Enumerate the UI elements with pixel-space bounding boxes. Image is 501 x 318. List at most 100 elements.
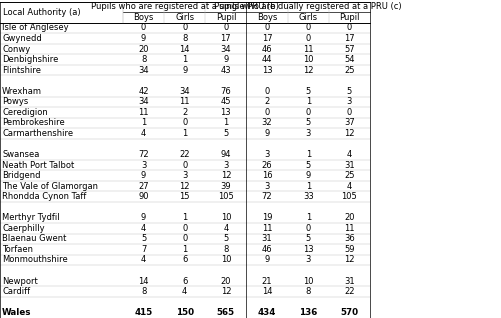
Text: 565: 565	[216, 308, 234, 317]
Text: Carmarthenshire: Carmarthenshire	[2, 129, 73, 138]
Text: 14: 14	[138, 277, 148, 286]
Text: 34: 34	[138, 66, 149, 75]
Text: 136: 136	[299, 308, 317, 317]
Text: 11: 11	[344, 224, 354, 233]
Text: 5: 5	[305, 87, 310, 96]
Text: Boys: Boys	[257, 13, 277, 22]
Text: 25: 25	[344, 171, 354, 180]
Text: 6: 6	[182, 277, 187, 286]
Text: 0: 0	[182, 224, 187, 233]
Text: 36: 36	[343, 234, 354, 243]
Text: 59: 59	[344, 245, 354, 254]
Text: 5: 5	[305, 118, 310, 128]
Text: 27: 27	[138, 182, 149, 191]
Text: Wales: Wales	[2, 308, 32, 317]
Text: 31: 31	[343, 161, 354, 169]
Text: 9: 9	[305, 171, 310, 180]
Text: 3: 3	[305, 255, 310, 265]
Text: 22: 22	[344, 287, 354, 296]
Text: 4: 4	[141, 129, 146, 138]
Text: 13: 13	[302, 245, 313, 254]
Text: 31: 31	[343, 277, 354, 286]
Text: 25: 25	[344, 66, 354, 75]
Text: Girls: Girls	[298, 13, 317, 22]
Text: 105: 105	[217, 192, 233, 201]
Text: 0: 0	[305, 24, 310, 32]
Text: 34: 34	[179, 87, 190, 96]
Text: Boys: Boys	[133, 13, 153, 22]
Text: Flintshire: Flintshire	[2, 66, 41, 75]
Text: 9: 9	[182, 66, 187, 75]
Text: 7: 7	[141, 245, 146, 254]
Text: 0: 0	[346, 24, 351, 32]
Text: Pupil: Pupil	[215, 13, 235, 22]
Text: 16: 16	[261, 171, 272, 180]
Text: 9: 9	[141, 34, 146, 43]
Text: 6: 6	[182, 255, 187, 265]
Text: 0: 0	[264, 108, 269, 117]
Text: 9: 9	[264, 129, 269, 138]
Text: 11: 11	[138, 108, 148, 117]
Text: 37: 37	[343, 118, 354, 128]
Text: 26: 26	[261, 161, 272, 169]
Text: 31: 31	[261, 234, 272, 243]
Text: 10: 10	[303, 277, 313, 286]
Text: 5: 5	[305, 161, 310, 169]
Text: 0: 0	[223, 24, 228, 32]
Text: 72: 72	[261, 192, 272, 201]
Text: 90: 90	[138, 192, 148, 201]
Text: 12: 12	[344, 255, 354, 265]
Text: 17: 17	[220, 34, 231, 43]
Text: 0: 0	[264, 87, 269, 96]
Text: 4: 4	[141, 255, 146, 265]
Text: 3: 3	[141, 161, 146, 169]
Text: 0: 0	[305, 34, 310, 43]
Text: 44: 44	[262, 55, 272, 64]
Text: Caerphilly: Caerphilly	[2, 224, 45, 233]
Text: 5: 5	[305, 234, 310, 243]
Text: Denbighshire: Denbighshire	[2, 55, 58, 64]
Text: Torfaen: Torfaen	[2, 245, 33, 254]
Text: 1: 1	[223, 118, 228, 128]
Text: 4: 4	[346, 150, 351, 159]
Text: Wrexham: Wrexham	[2, 87, 42, 96]
Text: Girls: Girls	[175, 13, 194, 22]
Text: Conwy: Conwy	[2, 45, 30, 53]
Text: 94: 94	[220, 150, 230, 159]
Text: 1: 1	[305, 150, 310, 159]
Text: The Vale of Glamorgan: The Vale of Glamorgan	[2, 182, 98, 191]
Text: 12: 12	[179, 182, 189, 191]
Text: Neath Port Talbot: Neath Port Talbot	[2, 161, 74, 169]
Text: 39: 39	[220, 182, 231, 191]
Text: 8: 8	[305, 287, 310, 296]
Text: 4: 4	[346, 182, 351, 191]
Text: 20: 20	[344, 213, 354, 222]
Text: 4: 4	[182, 287, 187, 296]
Text: 14: 14	[179, 45, 189, 53]
Text: 434: 434	[258, 308, 276, 317]
Text: 1: 1	[305, 97, 310, 106]
Text: 72: 72	[138, 150, 149, 159]
Text: Blaenau Gwent: Blaenau Gwent	[2, 234, 66, 243]
Text: 3: 3	[305, 129, 310, 138]
Text: 10: 10	[220, 213, 230, 222]
Text: 9: 9	[264, 255, 269, 265]
Text: 0: 0	[182, 24, 187, 32]
Text: 19: 19	[262, 213, 272, 222]
Text: 20: 20	[220, 277, 230, 286]
Text: Newport: Newport	[2, 277, 38, 286]
Text: 5: 5	[223, 234, 228, 243]
Text: 0: 0	[141, 24, 146, 32]
Text: 1: 1	[305, 182, 310, 191]
Text: Swansea: Swansea	[2, 150, 39, 159]
Text: 3: 3	[223, 161, 228, 169]
Text: 11: 11	[303, 45, 313, 53]
Text: Bridgend: Bridgend	[2, 171, 41, 180]
Text: 105: 105	[341, 192, 357, 201]
Text: 42: 42	[138, 87, 148, 96]
Text: 1: 1	[305, 213, 310, 222]
Text: 21: 21	[262, 277, 272, 286]
Text: Monmouthshire: Monmouthshire	[2, 255, 68, 265]
Text: 0: 0	[182, 161, 187, 169]
Text: 9: 9	[141, 213, 146, 222]
